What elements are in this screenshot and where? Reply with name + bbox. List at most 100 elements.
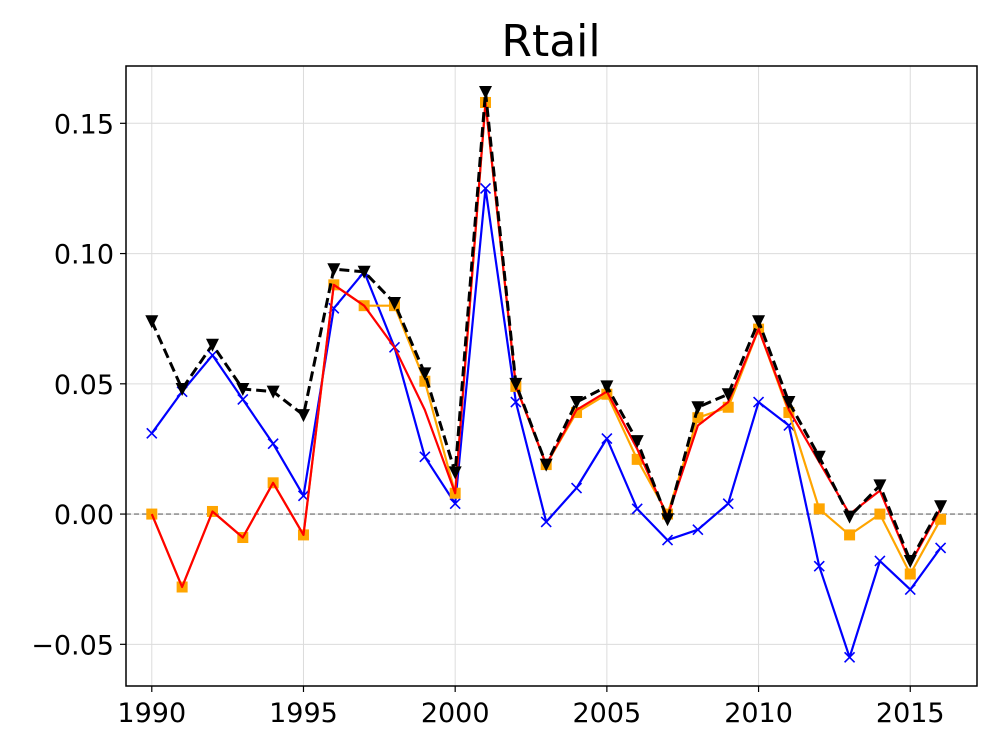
series-0-point (601, 432, 613, 445)
series-0-point (661, 534, 674, 546)
x-tick-label: 2015 (876, 698, 945, 729)
plot-frame (125, 65, 978, 687)
series-3-point (721, 388, 735, 402)
x-tick-label: 2000 (421, 698, 490, 729)
series-1-point (631, 453, 643, 465)
x-tick-label: 2005 (573, 698, 642, 729)
point-stroke (479, 182, 492, 195)
series-3-point (600, 380, 614, 394)
y-tick-label: 0.10 (54, 240, 114, 271)
point-stroke (449, 498, 461, 510)
point-stroke (510, 396, 522, 408)
point-stroke (661, 534, 674, 546)
point-stroke (601, 432, 613, 445)
series-0-point (449, 498, 461, 510)
point-stroke (722, 498, 734, 510)
series-1-point (935, 513, 947, 525)
x-tick-label: 1995 (269, 698, 338, 729)
y-tick-label: 0.15 (54, 109, 114, 140)
x-tick-label: 1990 (117, 698, 186, 729)
series-0-point (419, 451, 431, 463)
series-0-point (237, 393, 249, 406)
series-3-point (782, 396, 796, 410)
series-3-point (266, 385, 280, 399)
series-3-point (357, 265, 371, 279)
series-0-point (874, 555, 886, 567)
chart-title: Rtail (501, 16, 600, 67)
series-3-point (175, 383, 189, 397)
point-stroke (146, 427, 158, 439)
series-3-point (205, 338, 219, 352)
point-stroke (570, 482, 583, 494)
series-0-point (479, 182, 492, 195)
x-tick-label: 2010 (724, 698, 793, 729)
series-0-point (904, 584, 916, 596)
point-stroke (297, 490, 310, 502)
point-stroke (419, 451, 431, 463)
point-stroke (237, 393, 249, 406)
series-3-point (570, 396, 584, 410)
series-0-point (267, 438, 279, 450)
y-tick-label: −0.05 (31, 630, 114, 661)
series-1-point (146, 508, 158, 520)
point-stroke (844, 651, 856, 663)
series-1-point (813, 503, 825, 515)
series-3-point (145, 315, 159, 329)
series-3-point (448, 466, 462, 480)
point-stroke (874, 555, 886, 567)
series-0 (146, 182, 947, 663)
point-stroke (540, 516, 552, 528)
series-0-point (692, 524, 704, 536)
point-stroke (813, 560, 825, 572)
series-0-point (510, 396, 522, 408)
tick-layer: 1990 1995 2000 2005 2010 2015 −0.05 0.00 0.05 0.1… (31, 109, 944, 729)
series-1-point (844, 529, 856, 541)
series-3-line (150, 90, 942, 563)
series-1-point (692, 412, 704, 424)
series-0-point (752, 396, 765, 408)
series-3-point (296, 409, 310, 423)
series-0-point (631, 503, 643, 515)
series-3-point (418, 367, 432, 381)
series-1-point (601, 388, 613, 400)
point-stroke (904, 584, 916, 596)
series-0-point (146, 427, 158, 439)
series-0-point (813, 560, 825, 572)
series-1-point (874, 508, 886, 520)
series-3-point (873, 479, 887, 493)
series-3-point (691, 401, 705, 415)
series-0-point (935, 542, 947, 554)
series-3-point (236, 383, 250, 397)
series-3-point (812, 450, 826, 464)
point-stroke (935, 542, 947, 554)
grid-layer (126, 66, 977, 686)
series-1-point (419, 375, 431, 387)
series-3-point (934, 500, 948, 514)
series-0-line (150, 187, 942, 659)
series-3-point (479, 86, 493, 100)
series-1-point (904, 568, 916, 580)
y-tick-label: 0.00 (54, 500, 114, 531)
series-1-point (722, 401, 734, 413)
series-3-point (903, 554, 917, 568)
series-3-point (509, 377, 523, 391)
point-stroke (267, 438, 279, 450)
series-3-point (539, 458, 553, 472)
series-3-point (843, 510, 857, 524)
series-3-point (630, 435, 644, 449)
point-stroke (752, 396, 765, 408)
series-0-point (722, 498, 734, 510)
series-1-point (783, 406, 795, 418)
series-3-point (327, 263, 341, 277)
series-3 (145, 86, 948, 568)
point-stroke (631, 503, 643, 515)
series-0-point (570, 482, 583, 494)
series-0-point (844, 651, 856, 663)
series-3-point (661, 513, 675, 527)
y-tick-label: 0.05 (54, 370, 114, 401)
point-stroke (692, 524, 704, 536)
series-1-point (571, 406, 583, 418)
series-layer (145, 86, 948, 663)
series-3-point (752, 315, 766, 329)
